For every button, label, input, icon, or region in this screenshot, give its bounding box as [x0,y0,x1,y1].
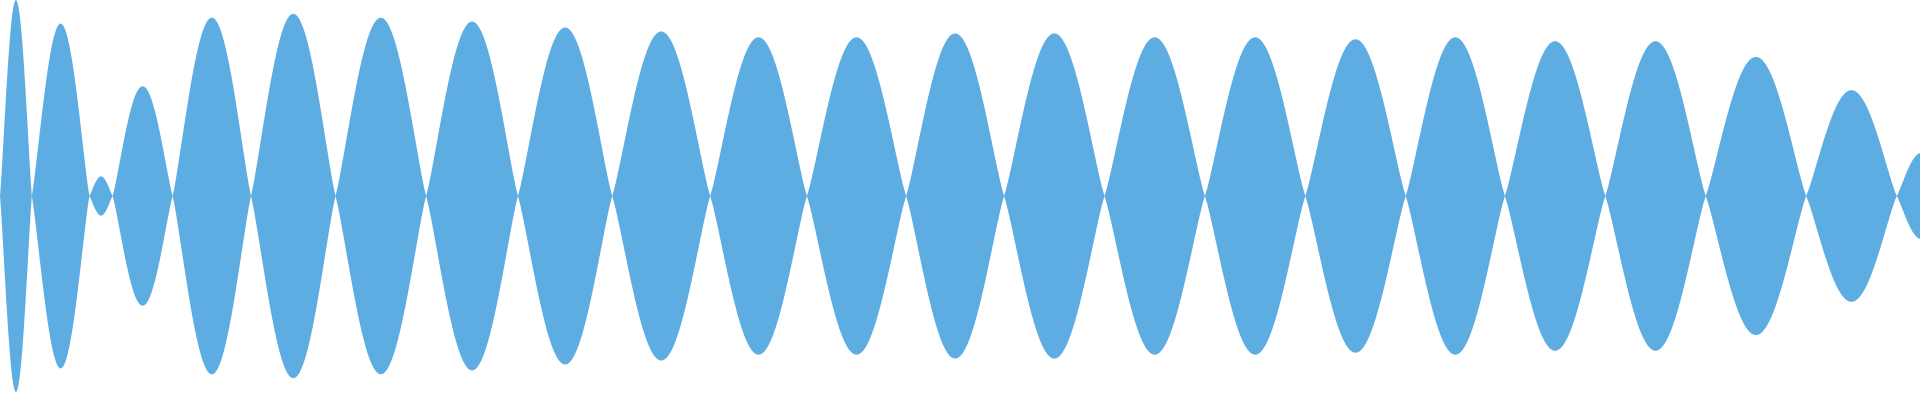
wave-lobe [31,23,90,369]
wave-lobe [710,37,807,355]
wave-lobe [1305,39,1406,353]
wave-lobe [0,0,32,392]
wave-lobe [89,176,113,216]
wave-lobe [612,31,711,361]
wave-lobe [1104,37,1205,355]
wave-lobe [1896,153,1920,239]
wave-lobe [1504,41,1606,351]
wave-lobe [517,27,613,365]
wave-lobe [1405,37,1505,355]
wave-lobe [426,21,518,371]
wave-lobe [806,37,907,355]
wave-lobe [1004,33,1105,359]
wave-lobe [1605,41,1706,351]
wave-lobe [251,13,336,379]
wave-lobe [1705,56,1807,336]
wave-lobe [906,33,1005,359]
wave-lobe [1806,90,1897,302]
wave-lobe [112,86,173,306]
wave-lobe [172,17,252,375]
wave-lobe [1204,37,1306,355]
wave-lobe [335,17,427,375]
